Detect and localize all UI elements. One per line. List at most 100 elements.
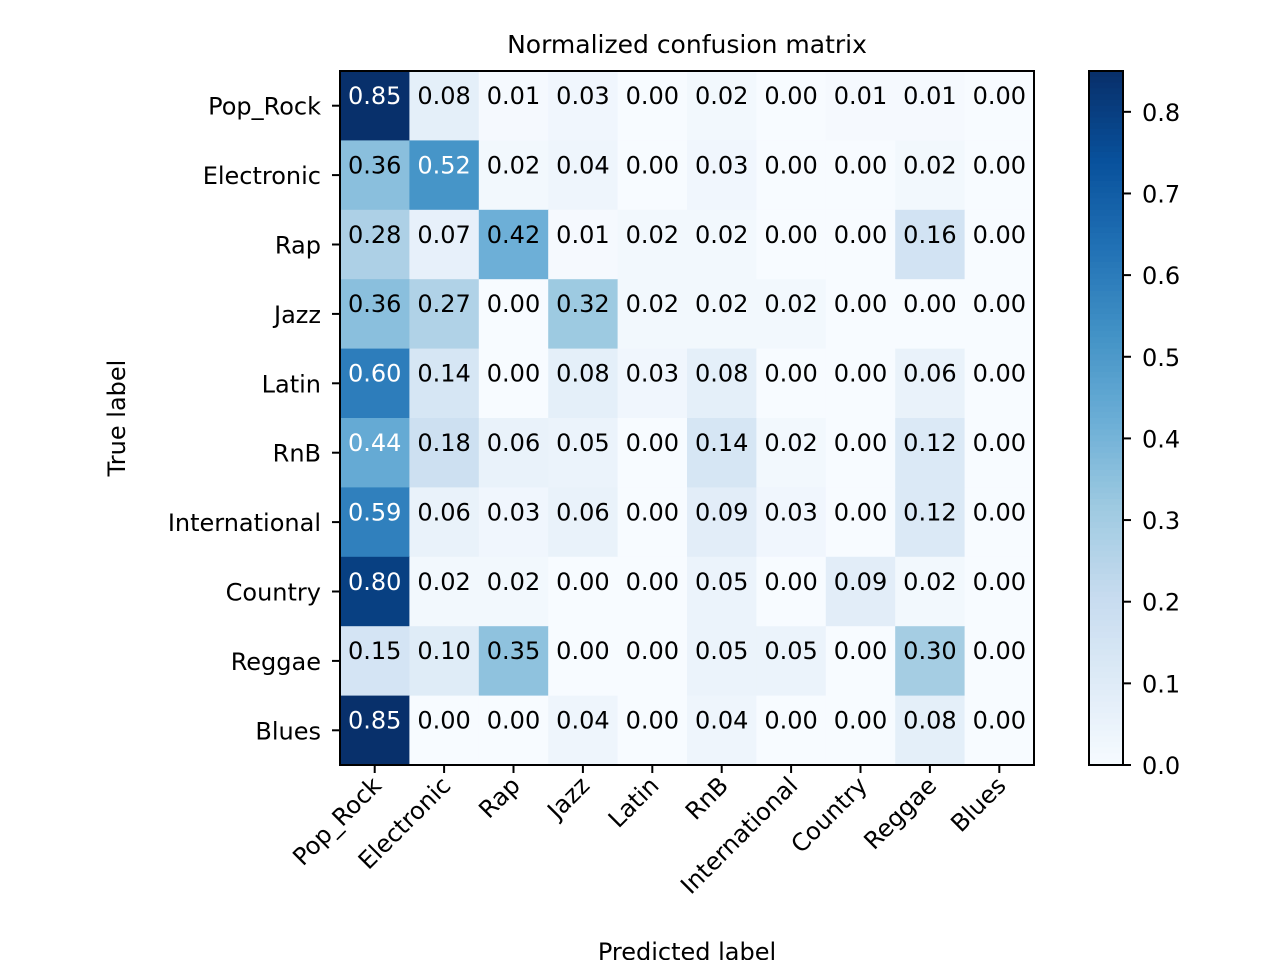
heatmap-cell <box>478 279 549 350</box>
cell-value-label: 0.15 <box>348 637 401 665</box>
colorbar-gradient-segment <box>1089 446 1123 454</box>
cell-value-label: 0.44 <box>348 429 401 457</box>
colorbar-gradient-segment <box>1089 227 1123 234</box>
heatmap-cell <box>340 279 410 350</box>
heatmap-cell <box>548 487 619 558</box>
colorbar-gradient-segment <box>1089 660 1123 668</box>
cell-value-label: 0.30 <box>903 637 956 665</box>
colorbar-gradient-segment <box>1089 354 1123 361</box>
cell-value-label: 0.03 <box>487 498 540 526</box>
cell-value-label: 0.02 <box>695 82 748 110</box>
heatmap-cell <box>895 626 966 697</box>
heatmap-cell <box>340 140 410 211</box>
colorbar-gradient-segment <box>1089 614 1123 622</box>
colorbar-gradient-segment <box>1089 308 1123 315</box>
heatmap-cell <box>756 140 827 211</box>
heatmap-cell <box>895 695 966 766</box>
heatmap-cell <box>617 418 688 488</box>
colorbar-gradient-segment <box>1089 302 1123 309</box>
cell-value-label: 0.85 <box>348 707 401 735</box>
heatmap-cell <box>340 348 410 419</box>
heatmap-cell <box>617 71 688 141</box>
colorbar-gradient-segment <box>1089 545 1123 552</box>
colorbar-gradient-segment <box>1089 180 1123 188</box>
heatmap-cell <box>340 556 410 627</box>
colorbar-gradient-segment <box>1089 712 1123 720</box>
colorbar-gradient-segment <box>1089 626 1123 633</box>
cell-value-label: 0.00 <box>973 360 1026 388</box>
colorbar-gradient-segment <box>1089 261 1123 269</box>
cell-value-label: 0.00 <box>556 568 609 596</box>
colorbar-gradient-segment <box>1089 603 1123 610</box>
cell-value-label: 0.60 <box>348 360 401 388</box>
colorbar-gradient-segment <box>1089 400 1123 408</box>
heatmap-cell <box>478 695 549 766</box>
cell-value-label: 0.02 <box>626 290 679 318</box>
cell-value-label: 0.04 <box>556 151 609 179</box>
cell-value-label: 0.32 <box>556 290 609 318</box>
colorbar-gradient-segment <box>1089 724 1123 732</box>
heatmap-cell <box>478 556 549 627</box>
cell-value-label: 0.00 <box>626 568 679 596</box>
heatmap-cell <box>548 279 619 350</box>
colorbar-gradient-segment <box>1089 82 1123 90</box>
cell-value-label: 0.03 <box>556 82 609 110</box>
colorbar-gradient-segment <box>1089 157 1123 165</box>
heatmap-cell <box>895 556 966 627</box>
colorbar-gradient-segment <box>1089 637 1123 645</box>
heatmap-cell <box>409 348 480 419</box>
colorbar-gradient-segment <box>1089 71 1123 78</box>
cell-value-label: 0.02 <box>487 151 540 179</box>
heatmap-cell <box>548 71 619 141</box>
heatmap-cell <box>478 418 549 488</box>
cell-value-label: 0.06 <box>903 360 956 388</box>
cell-value-label: 0.00 <box>973 151 1026 179</box>
heatmap-cell <box>895 418 966 488</box>
cell-value-label: 0.00 <box>834 151 887 179</box>
colorbar-tick-label: 0.5 <box>1142 344 1180 372</box>
heatmap-cell <box>895 487 966 558</box>
cell-value-label: 0.00 <box>626 151 679 179</box>
colorbar-gradient-segment <box>1089 470 1123 477</box>
y-tick-label: Jazz <box>272 301 321 329</box>
cell-value-label: 0.01 <box>834 82 887 110</box>
cell-value-label: 0.03 <box>695 151 748 179</box>
heatmap-cell <box>687 348 757 419</box>
colorbar-gradient-segment <box>1089 631 1123 639</box>
colorbar-gradient-segment <box>1089 140 1123 147</box>
heatmap-cell <box>964 556 1035 627</box>
cell-value-label: 0.28 <box>348 221 401 249</box>
heatmap-cell <box>548 209 619 280</box>
colorbar-gradient-segment <box>1089 551 1123 558</box>
cell-value-label: 0.06 <box>417 498 470 526</box>
colorbar-gradient-segment <box>1089 279 1123 286</box>
colorbar-gradient-segment <box>1089 192 1123 200</box>
heatmap-cell <box>340 487 410 558</box>
colorbar-gradient-segment <box>1089 556 1123 564</box>
y-axis-label: True label <box>103 360 131 478</box>
heatmap-cell <box>756 71 827 141</box>
heatmap-cell <box>687 418 757 488</box>
colorbar-gradient-segment <box>1089 522 1123 529</box>
colorbar-tick-label: 0.7 <box>1142 180 1180 208</box>
y-tick-label: Country <box>226 579 321 607</box>
colorbar-gradient-segment <box>1089 331 1123 338</box>
cell-value-label: 0.01 <box>556 221 609 249</box>
colorbar-tick-label: 0.1 <box>1142 670 1180 698</box>
cell-value-label: 0.00 <box>487 290 540 318</box>
heatmap-cell <box>687 209 757 280</box>
cell-value-label: 0.00 <box>834 498 887 526</box>
heatmap-cell <box>617 556 688 627</box>
cell-value-label: 0.00 <box>764 82 817 110</box>
colorbar-gradient-segment <box>1089 290 1123 298</box>
cell-value-label: 0.01 <box>903 82 956 110</box>
heatmap-cell <box>478 209 549 280</box>
colorbar-gradient-segment <box>1089 377 1123 385</box>
colorbar-gradient-segment <box>1089 342 1123 350</box>
colorbar-gradient-segment <box>1089 76 1123 84</box>
colorbar-gradient-segment <box>1089 741 1123 749</box>
colorbar-gradient-segment <box>1089 325 1123 333</box>
colorbar-gradient-segment <box>1089 146 1123 153</box>
colorbar-gradient-segment <box>1089 707 1123 714</box>
cell-value-label: 0.08 <box>556 360 609 388</box>
